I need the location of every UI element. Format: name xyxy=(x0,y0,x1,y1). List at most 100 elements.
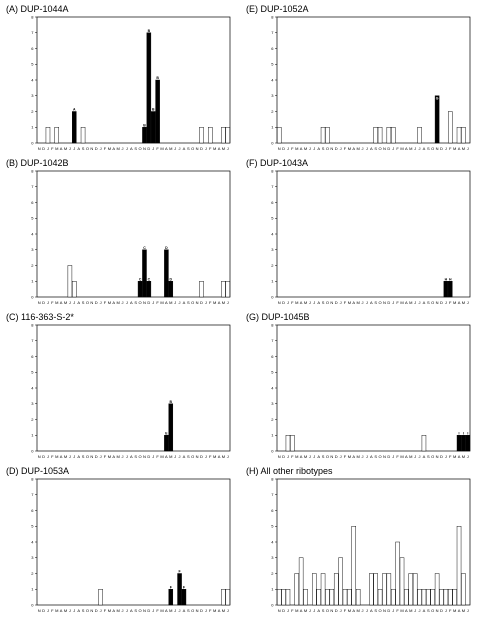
panel-title: (H) All other ribotypes xyxy=(246,466,333,476)
x-tick-label: S xyxy=(427,454,430,459)
x-tick-label: M xyxy=(409,454,412,459)
bar-white xyxy=(417,589,422,606)
x-tick-label: D xyxy=(95,454,98,459)
bar-white xyxy=(290,435,295,452)
bar-white xyxy=(316,589,321,606)
x-tick-label: M xyxy=(295,454,298,459)
x-tick-label: N xyxy=(90,146,93,151)
y-tick-label: 4 xyxy=(31,231,34,236)
bar-white xyxy=(347,589,352,606)
x-tick-label: J xyxy=(362,608,364,613)
bar-white xyxy=(98,589,103,606)
bar-white xyxy=(45,127,51,144)
x-tick-label: N xyxy=(436,146,439,151)
bar-white xyxy=(395,541,400,606)
x-tick-label: S xyxy=(427,300,430,305)
x-tick-label: A xyxy=(352,300,355,305)
bar-black xyxy=(142,249,147,298)
x-tick-label: J xyxy=(467,454,469,459)
x-tick-label: M xyxy=(169,608,172,613)
x-tick-label: A xyxy=(317,608,320,613)
x-tick-label: N xyxy=(330,300,333,305)
x-tick-label: J xyxy=(152,608,154,613)
x-tick-label: F xyxy=(344,454,347,459)
x-tick-label: M xyxy=(295,146,298,151)
x-tick-label: S xyxy=(374,608,377,613)
bar-white xyxy=(221,589,226,606)
x-tick-label: N xyxy=(38,146,41,151)
y-tick-label: 7 xyxy=(31,184,34,189)
x-tick-label: N xyxy=(330,146,333,151)
x-tick-label: S xyxy=(187,454,190,459)
y-tick-label: 7 xyxy=(271,492,274,497)
x-tick-label: M xyxy=(160,146,163,151)
x-tick-label: J xyxy=(122,300,124,305)
bar-white xyxy=(456,526,462,606)
bar-white xyxy=(285,589,291,606)
bar-white xyxy=(54,127,59,144)
x-tick-label: O xyxy=(379,454,382,459)
bar-annotation: B xyxy=(170,400,173,404)
x-tick-label: S xyxy=(187,300,190,305)
x-tick-label: A xyxy=(183,454,186,459)
x-tick-label: M xyxy=(295,300,298,305)
panel-title: (D) DUP-1053A xyxy=(6,466,70,476)
x-tick-label: A xyxy=(300,300,303,305)
x-tick-label: J xyxy=(126,300,128,305)
x-tick-label: N xyxy=(143,608,146,613)
panel-title: (F) DUP-1043A xyxy=(246,158,309,168)
x-tick-label: J xyxy=(362,300,364,305)
bar-white xyxy=(377,127,383,144)
x-tick-label: J xyxy=(69,146,71,151)
x-tick-label: J xyxy=(445,300,447,305)
x-tick-label: J xyxy=(467,146,469,151)
x-tick-label: F xyxy=(449,608,452,613)
x-tick-label: F xyxy=(396,608,399,613)
x-tick-label: J xyxy=(47,146,49,151)
x-tick-label: F xyxy=(291,300,294,305)
x-tick-label: M xyxy=(453,300,456,305)
x-tick-label: N xyxy=(38,608,41,613)
x-tick-label: D xyxy=(335,300,338,305)
bar-black xyxy=(456,435,462,452)
x-tick-label: J xyxy=(126,608,128,613)
x-tick-label: F xyxy=(104,146,107,151)
x-tick-label: J xyxy=(309,608,311,613)
x-tick-label: A xyxy=(405,300,408,305)
y-tick-label: 1 xyxy=(31,587,34,592)
x-tick-label: D xyxy=(440,146,443,151)
y-tick-label: 1 xyxy=(271,433,274,438)
x-tick-label: J xyxy=(287,300,289,305)
x-tick-label: M xyxy=(213,608,216,613)
y-tick-label: 5 xyxy=(31,216,34,221)
x-tick-label: M xyxy=(55,300,58,305)
bar-white xyxy=(373,573,378,606)
x-tick-label: F xyxy=(156,300,159,305)
x-tick-label: S xyxy=(374,300,377,305)
x-tick-label: D xyxy=(42,300,45,305)
bar-white xyxy=(448,111,453,144)
x-tick-label: S xyxy=(427,146,430,151)
bar-white xyxy=(456,127,462,144)
y-tick-label: 2 xyxy=(271,109,274,114)
x-tick-label: A xyxy=(352,454,355,459)
y-tick-label: 3 xyxy=(31,247,34,252)
x-tick-label: A xyxy=(77,146,80,151)
x-tick-label: F xyxy=(104,454,107,459)
x-tick-label: N xyxy=(143,146,146,151)
x-tick-label: J xyxy=(414,608,416,613)
x-tick-label: J xyxy=(227,146,229,151)
x-tick-label: J xyxy=(419,146,421,151)
y-tick-label: 8 xyxy=(31,476,34,481)
x-tick-label: J xyxy=(179,300,181,305)
x-tick-label: N xyxy=(383,454,386,459)
x-tick-label: D xyxy=(200,608,203,613)
x-tick-label: O xyxy=(431,146,434,151)
y-tick-label: 7 xyxy=(271,338,274,343)
x-tick-label: O xyxy=(191,300,194,305)
plot-frame xyxy=(36,478,231,606)
bar-white xyxy=(408,573,414,606)
x-tick-label: S xyxy=(82,300,85,305)
x-tick-label: A xyxy=(370,300,373,305)
